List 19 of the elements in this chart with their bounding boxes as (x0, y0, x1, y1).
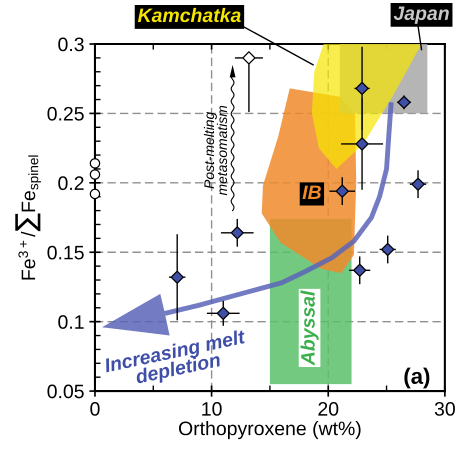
annotation: Abyssal (300, 290, 319, 366)
x-axis-title: Orthopyroxene (wt%) (178, 421, 361, 440)
annotation: Increasing melt depletion (103, 328, 248, 388)
x-tick-label: 0 (90, 402, 100, 416)
text: Kamchatka (138, 8, 241, 22)
y-tick-label: 0.3 (58, 37, 84, 52)
y-tick-label: 0.2 (58, 176, 84, 190)
y-tick-label: 0.15 (47, 246, 84, 260)
annotation: (a) (404, 368, 430, 388)
y-tick-label: 0.25 (47, 106, 84, 121)
annotation: IB (302, 186, 321, 199)
y-tick-label: 0.05 (47, 384, 84, 398)
annotation: Post-melting metasomatism (204, 106, 228, 196)
y-axis-title: Fe$^{3+}$/∑Fe$_{spinel}$ (15, 155, 41, 280)
x-tick-label: 20 (318, 402, 338, 416)
y-tick-label: 0.1 (58, 315, 84, 329)
text: Japan (394, 6, 449, 24)
x-tick-label: 30 (434, 402, 455, 416)
x-tick-label: 10 (202, 402, 222, 416)
